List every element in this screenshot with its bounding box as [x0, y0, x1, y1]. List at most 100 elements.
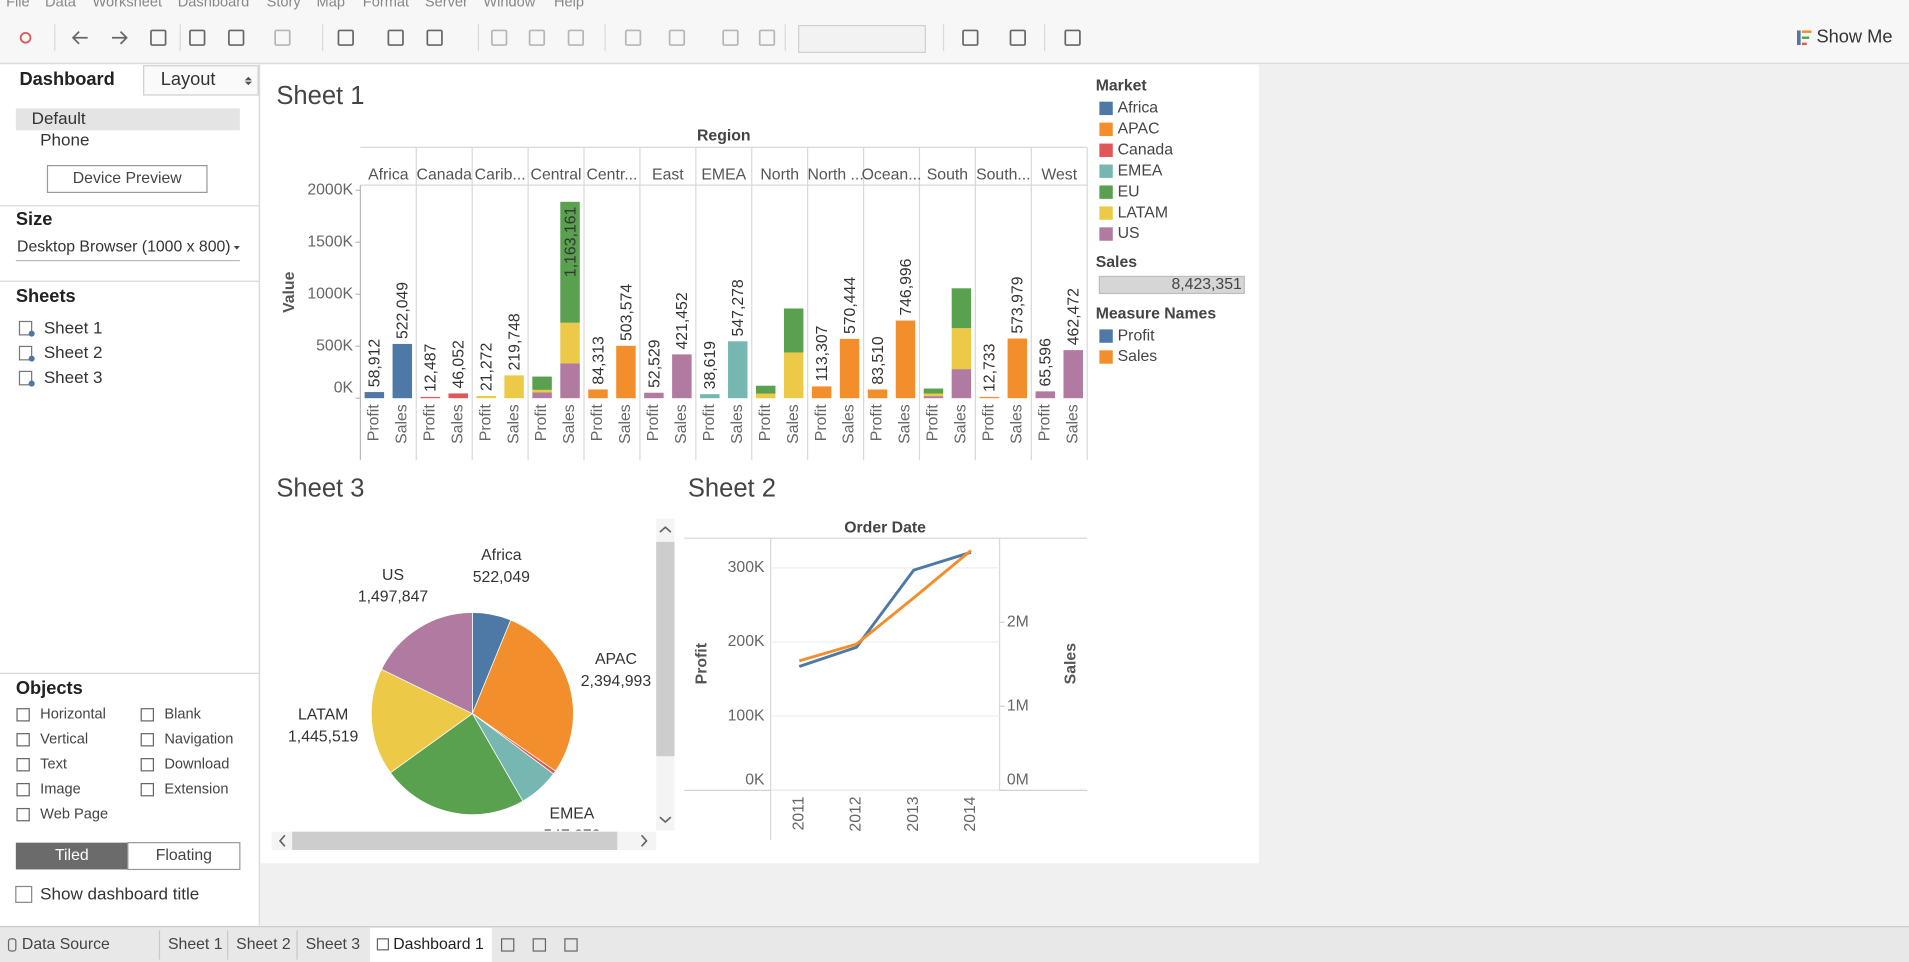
device-item[interactable]: Phone: [40, 131, 89, 150]
sheet-tab[interactable]: Sheet 1: [168, 936, 223, 953]
legend-label[interactable]: APAC: [1118, 120, 1160, 137]
object-item[interactable]: Download: [164, 757, 229, 773]
x-tick-label: Profit: [757, 404, 774, 442]
object-item[interactable]: Navigation: [164, 732, 233, 748]
floating-label[interactable]: Floating: [156, 847, 212, 864]
region-header: North ...: [807, 167, 863, 184]
sheet-icon-badge: [29, 331, 35, 337]
object-item[interactable]: Web Page: [40, 807, 108, 823]
region-header: Central: [531, 167, 582, 184]
sheet-item[interactable]: Sheet 2: [44, 343, 103, 362]
x-tick-label: Profit: [366, 404, 383, 442]
legend-label[interactable]: EMEA: [1118, 162, 1163, 179]
panel-tab-active[interactable]: Dashboard: [19, 68, 114, 89]
bar-segment: [672, 354, 691, 398]
bar-segment: [952, 369, 971, 398]
object-item[interactable]: Extension: [164, 782, 228, 798]
bar-label: 570,444: [842, 277, 859, 334]
legend-label[interactable]: US: [1118, 225, 1140, 242]
h-scroll-thumb[interactable]: [292, 832, 617, 850]
checkbox[interactable]: [16, 887, 32, 903]
object-item[interactable]: Vertical: [40, 732, 88, 748]
bar-segment: [728, 341, 747, 398]
sheet-item[interactable]: Sheet 1: [44, 318, 103, 337]
legend-swatch[interactable]: [1099, 329, 1112, 342]
bar-segment: [952, 328, 971, 369]
menu-item[interactable]: Map: [317, 0, 345, 10]
legend-swatch[interactable]: [1099, 165, 1112, 178]
device-preview-label[interactable]: Device Preview: [73, 170, 183, 187]
x-tick-label: Sales: [561, 404, 578, 444]
sheet-tab[interactable]: Sheet 3: [306, 936, 361, 953]
legend-label[interactable]: Sales: [1118, 348, 1158, 365]
panel-tab-label[interactable]: Layout: [161, 68, 216, 89]
object-item[interactable]: Image: [40, 782, 81, 798]
menu-item[interactable]: File: [6, 0, 30, 10]
checkbox-label[interactable]: Show dashboard title: [40, 885, 199, 904]
legend-swatch[interactable]: [1099, 185, 1112, 198]
y-tick-label: 1500K: [307, 233, 353, 250]
sheet-icon-badge: [29, 356, 35, 362]
y-axis-title: Value: [281, 271, 298, 313]
legend-swatch[interactable]: [1099, 206, 1112, 219]
menu-item[interactable]: Dashboard: [178, 0, 249, 10]
legend-label[interactable]: EU: [1118, 183, 1140, 200]
menu-item[interactable]: Story: [267, 0, 302, 10]
menu-item[interactable]: Window: [483, 0, 535, 10]
object-item[interactable]: Text: [40, 757, 67, 773]
legend-label[interactable]: Profit: [1118, 327, 1156, 344]
x-tick-label: 2014: [962, 796, 979, 831]
x-tick-label: 2013: [905, 796, 922, 831]
x-tick-label: Sales: [505, 404, 522, 444]
size-dropdown[interactable]: Desktop Browser (1000 x 800): [17, 238, 231, 255]
legend-label[interactable]: LATAM: [1118, 204, 1168, 221]
legend-swatch[interactable]: [1099, 123, 1112, 136]
x-tick-label: Sales: [1064, 404, 1081, 444]
object-item[interactable]: Horizontal: [40, 707, 106, 723]
menu-item[interactable]: Server: [425, 0, 468, 10]
x-tick-label: Profit: [477, 404, 494, 442]
bar-label: 12,487: [423, 344, 440, 392]
legend-swatch[interactable]: [1099, 102, 1112, 115]
bar-segment: [924, 389, 943, 394]
bar-segment: [784, 352, 803, 398]
x-tick-label: Profit: [645, 404, 662, 442]
show-me-icon: [1797, 30, 1801, 45]
toolbar-dropdown[interactable]: [799, 26, 926, 53]
sheet-icon-badge: [29, 381, 35, 387]
tiled-label[interactable]: Tiled: [55, 847, 89, 864]
pie-label: Africa: [481, 547, 522, 564]
legend-label[interactable]: Africa: [1118, 100, 1159, 117]
v-scroll-thumb[interactable]: [656, 542, 674, 756]
legend-title: Sales: [1096, 254, 1138, 271]
region-header: South: [927, 167, 968, 184]
section-title: Size: [16, 208, 53, 229]
menu-item[interactable]: Help: [554, 0, 584, 10]
pie-label: LATAM: [298, 707, 348, 724]
y-tick-label: 200K: [728, 633, 765, 650]
y-axis-title: Profit: [694, 642, 711, 684]
menu-item[interactable]: Data: [45, 0, 77, 10]
sheet-item[interactable]: Sheet 3: [44, 368, 103, 387]
object-item[interactable]: Blank: [164, 707, 201, 723]
y-tick-label: 0K: [334, 380, 354, 397]
legend-label[interactable]: Canada: [1118, 141, 1174, 158]
x-tick-label: Sales: [785, 404, 802, 444]
sheet-title: Sheet 1: [276, 82, 364, 110]
legend-swatch[interactable]: [1099, 227, 1112, 240]
pie-label: EMEA: [550, 806, 595, 823]
sheet-tab[interactable]: Dashboard 1: [393, 936, 484, 953]
y2-tick-label: 2M: [1007, 613, 1029, 630]
bar-segment: [756, 394, 775, 399]
legend-swatch[interactable]: [1099, 144, 1112, 157]
sheet-tab[interactable]: Data Source: [22, 936, 110, 953]
bar-label: 46,052: [451, 340, 468, 388]
region-header: Centr...: [586, 167, 637, 184]
legend-swatch[interactable]: [1099, 350, 1112, 363]
device-item[interactable]: Default: [32, 109, 86, 128]
menu-item[interactable]: Format: [363, 0, 409, 10]
menu-item[interactable]: Worksheet: [93, 0, 163, 10]
show-me-label[interactable]: Show Me: [1816, 26, 1892, 47]
sheet-tab[interactable]: Sheet 2: [236, 936, 291, 953]
bar-label: 462,472: [1066, 288, 1083, 345]
